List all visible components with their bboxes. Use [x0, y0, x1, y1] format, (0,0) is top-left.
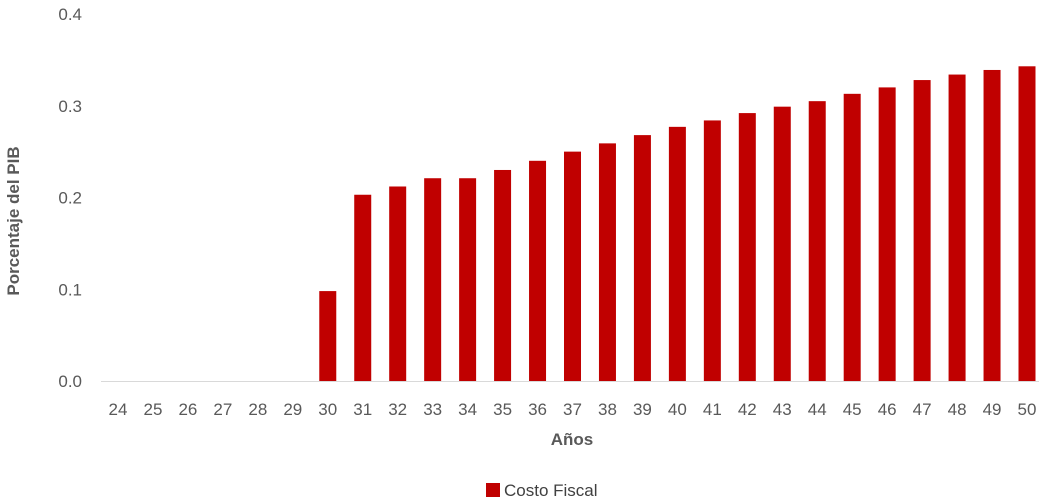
bar-32 — [389, 186, 407, 381]
x-tick-label: 45 — [843, 400, 862, 419]
bar-40 — [668, 126, 686, 381]
bar-41 — [703, 120, 721, 382]
bar-48 — [948, 74, 966, 382]
y-tick-label: 0.0 — [58, 372, 82, 391]
x-axis-title: Años — [551, 430, 594, 449]
x-tick-label: 36 — [528, 400, 547, 419]
bar-50 — [1018, 66, 1036, 382]
x-tick-label: 25 — [144, 400, 163, 419]
bar-47 — [913, 80, 931, 381]
bar-44 — [808, 101, 826, 381]
x-tick-label: 41 — [703, 400, 722, 419]
x-axis-ticks: 24 25 26 27 28 29 30 31 32 33 34 35 36 37 38 39 40 41 42 43… — [109, 400, 1037, 419]
x-tick-label: 28 — [248, 400, 267, 419]
bar-30 — [319, 291, 337, 381]
legend-swatch — [486, 483, 500, 497]
y-axis-ticks: 0.0 0.1 0.2 0.3 0.4 — [58, 5, 82, 391]
x-tick-label: 40 — [668, 400, 687, 419]
y-tick-label: 0.2 — [58, 189, 82, 208]
bar-series — [319, 66, 1036, 382]
y-tick-label: 0.3 — [58, 97, 82, 116]
bar-36 — [529, 160, 547, 381]
x-tick-label: 42 — [738, 400, 757, 419]
bar-43 — [773, 106, 791, 381]
legend: Costo Fiscal — [486, 481, 598, 500]
x-tick-label: 32 — [388, 400, 407, 419]
x-tick-label: 35 — [493, 400, 512, 419]
y-tick-label: 0.4 — [58, 5, 82, 24]
x-tick-label: 38 — [598, 400, 617, 419]
y-axis-title: Porcentaje del PIB — [4, 146, 23, 295]
x-tick-label: 39 — [633, 400, 652, 419]
x-tick-label: 24 — [109, 400, 128, 419]
y-tick-label: 0.1 — [58, 280, 82, 299]
bar-45 — [843, 93, 861, 381]
x-tick-label: 31 — [353, 400, 372, 419]
x-tick-label: 33 — [423, 400, 442, 419]
bar-46 — [878, 87, 896, 382]
bar-39 — [633, 135, 651, 381]
bar-38 — [598, 143, 616, 381]
x-tick-label: 44 — [808, 400, 827, 419]
x-tick-label: 34 — [458, 400, 477, 419]
legend-label: Costo Fiscal — [504, 481, 598, 500]
x-tick-label: 50 — [1018, 400, 1037, 419]
bar-49 — [983, 69, 1001, 381]
bar-31 — [354, 194, 372, 381]
bar-33 — [424, 178, 442, 381]
bar-37 — [564, 151, 581, 381]
bar-34 — [459, 178, 477, 381]
x-tick-label: 49 — [983, 400, 1002, 419]
x-tick-label: 46 — [878, 400, 897, 419]
x-tick-label: 26 — [178, 400, 197, 419]
x-tick-label: 27 — [213, 400, 232, 419]
x-tick-label: 43 — [773, 400, 792, 419]
bar-35 — [494, 169, 512, 381]
x-tick-label: 37 — [563, 400, 582, 419]
x-tick-label: 47 — [913, 400, 932, 419]
x-tick-label: 48 — [948, 400, 967, 419]
bar-42 — [738, 113, 756, 381]
x-tick-label: 29 — [283, 400, 302, 419]
x-tick-label: 30 — [318, 400, 337, 419]
